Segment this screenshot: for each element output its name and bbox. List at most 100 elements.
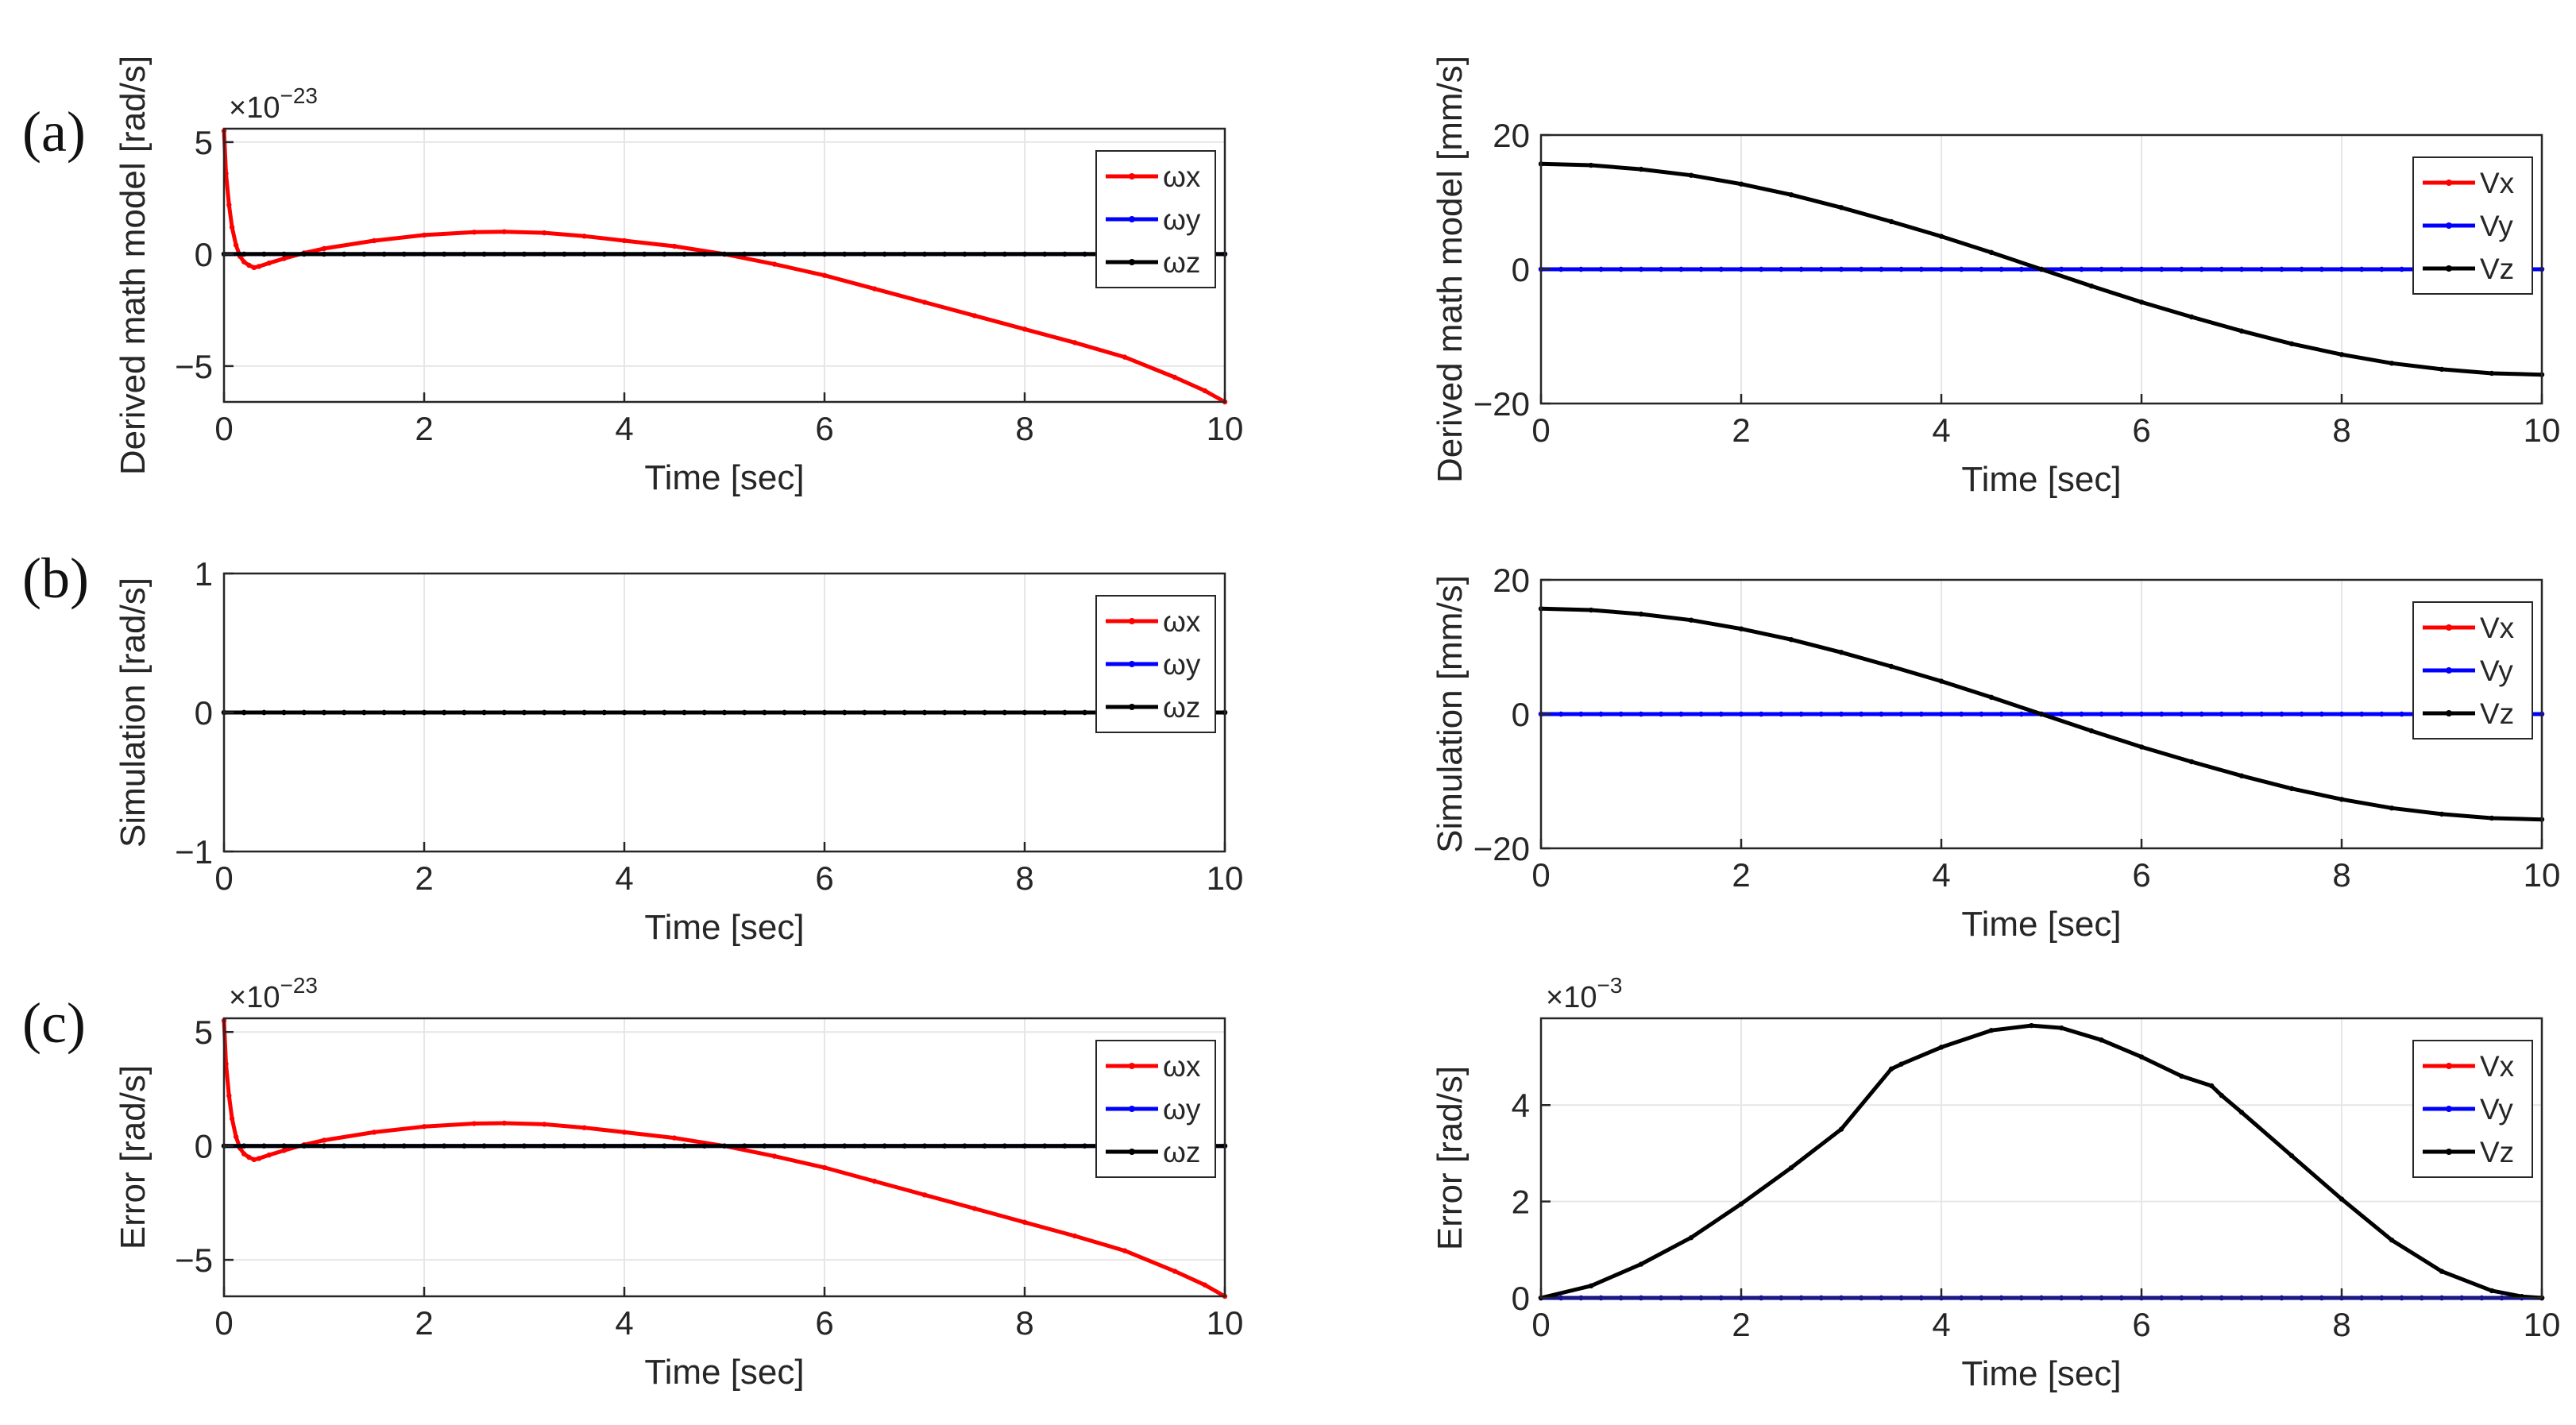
data-point [1918, 266, 1924, 272]
data-point [281, 251, 287, 257]
data-point [721, 251, 728, 257]
data-point [921, 1143, 928, 1149]
data-point [2288, 786, 2295, 791]
data-point [971, 313, 978, 319]
x-tick-label: 2 [415, 410, 433, 447]
data-point [2159, 711, 2165, 717]
data-point [771, 261, 778, 267]
legend: Vx Vy Vz [2412, 601, 2533, 740]
data-point [1558, 711, 1564, 717]
data-point [1588, 607, 1594, 613]
data-point [381, 251, 387, 257]
y-tick-label: −1 [175, 833, 213, 871]
data-point [266, 260, 272, 266]
data-point [281, 709, 287, 716]
data-point [1959, 266, 1964, 272]
legend-entry: ωy [1163, 648, 1201, 681]
data-point [621, 238, 628, 244]
data-point [1698, 711, 1704, 717]
legend-marker [1129, 259, 1135, 265]
data-point [542, 251, 547, 257]
x-tick-label: 10 [2524, 411, 2561, 449]
data-point [2238, 328, 2245, 334]
x-tick-label: 10 [1207, 859, 1244, 897]
data-point [2359, 711, 2365, 717]
data-point [662, 251, 667, 257]
legend-marker [2446, 1149, 2452, 1155]
data-point [962, 251, 967, 257]
data-point [2179, 711, 2184, 717]
axis-multiplier-base: ×10 [229, 981, 280, 1014]
data-point [1002, 1143, 1008, 1149]
y-axis-label: Error [rad/s] [114, 1065, 153, 1249]
data-point [321, 1137, 327, 1143]
data-point [2118, 266, 2124, 272]
legend-entry: ωx [1163, 1050, 1201, 1083]
y-tick-label: 0 [195, 694, 213, 732]
data-point [226, 202, 232, 208]
data-point [2399, 711, 2404, 717]
panel-label-b: (b) [22, 546, 89, 610]
data-point [1959, 711, 1964, 717]
y-axis-label: Simulation [rad/s] [114, 577, 153, 848]
x-tick-label: 0 [214, 859, 233, 897]
data-point [862, 251, 867, 257]
data-point [871, 1178, 878, 1184]
data-point [342, 1143, 347, 1149]
data-point [1578, 266, 1584, 272]
x-tick-label: 6 [815, 1304, 833, 1342]
data-point [2389, 805, 2395, 811]
data-point [1598, 266, 1604, 272]
data-point [1578, 711, 1584, 717]
data-point [2338, 266, 2345, 272]
legend: ωx ωy ωz [1095, 1040, 1216, 1178]
x-tick-label: 10 [1207, 1304, 1244, 1342]
data-point [241, 251, 247, 257]
data-point [481, 709, 487, 716]
data-point [2138, 1054, 2145, 1060]
legend-marker [2446, 222, 2452, 229]
data-point [2319, 711, 2324, 717]
data-point [1938, 711, 1945, 717]
data-point [1788, 637, 1794, 643]
x-tick-label: 10 [2524, 1306, 2561, 1343]
data-point [581, 709, 587, 716]
data-point [2439, 366, 2445, 373]
data-point [2188, 314, 2195, 320]
legend-entry: Vy [2480, 1093, 2513, 1126]
data-point [1788, 192, 1794, 198]
data-point [2199, 266, 2204, 272]
data-point [2088, 283, 2095, 289]
data-point [241, 709, 247, 716]
data-point [601, 1143, 607, 1149]
data-point [542, 1143, 547, 1149]
data-point [1618, 266, 1624, 272]
axis-multiplier-exponent: −3 [1597, 973, 1622, 998]
legend-marker [1129, 1149, 1135, 1155]
data-point [671, 1135, 678, 1141]
data-point [233, 1133, 239, 1140]
data-point [1062, 709, 1068, 716]
data-point [501, 1143, 507, 1149]
legend-entry: ωz [1163, 1136, 1200, 1168]
data-point [2219, 711, 2224, 717]
data-point [1002, 709, 1008, 716]
x-tick-label: 4 [615, 859, 633, 897]
data-point [1072, 1233, 1078, 1239]
data-point [2288, 341, 2295, 346]
data-point [2188, 759, 2195, 765]
axis-multiplier: ×10−23 [229, 83, 318, 125]
data-point [982, 709, 987, 716]
data-point [251, 265, 257, 271]
data-point [401, 251, 407, 257]
y-tick-label: 1 [195, 555, 213, 593]
data-point [1938, 234, 1945, 239]
data-point [2159, 266, 2165, 272]
data-point [842, 251, 848, 257]
data-point [1979, 711, 1984, 717]
data-point [1859, 266, 1864, 272]
data-point [801, 251, 807, 257]
data-point [1638, 1261, 1644, 1267]
